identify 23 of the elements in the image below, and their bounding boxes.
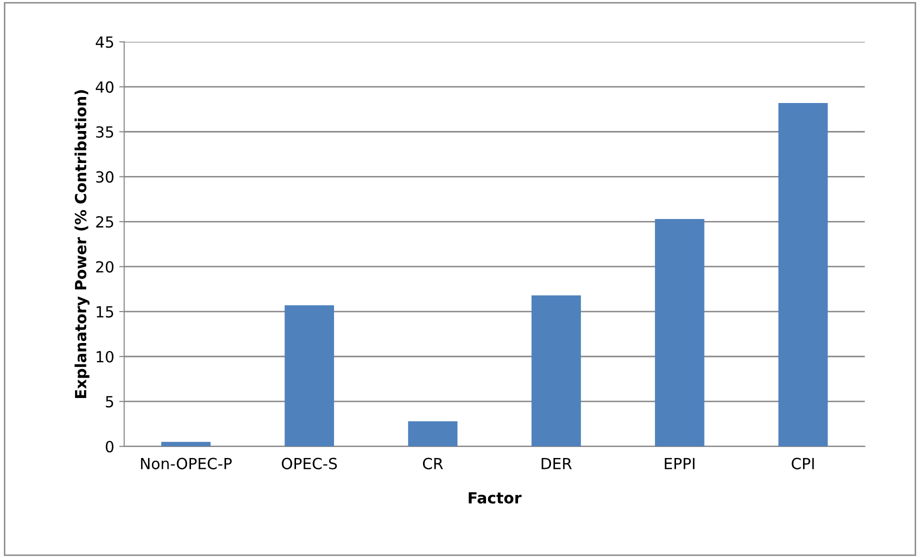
x-tick-label: CR (423, 458, 443, 470)
bar (284, 305, 334, 446)
bar (532, 295, 581, 446)
x-tick-label: CPI (792, 458, 814, 470)
y-tick-label: 45 (96, 36, 114, 48)
bar (408, 421, 458, 446)
bar (778, 102, 828, 446)
y-tick-label: 10 (96, 350, 114, 363)
y-axis-title: Explanatory Power (% Contribution) (74, 90, 90, 398)
y-tick-label: 30 (96, 171, 114, 183)
x-tick-label: EPPI (664, 458, 694, 470)
y-tick-label: 40 (96, 81, 114, 93)
y-tick-label: 0 (106, 440, 114, 452)
x-axis-title: Factor (468, 492, 522, 504)
y-tick-label: 15 (96, 306, 114, 318)
x-tick-label: OPEC-S (282, 458, 337, 470)
bar (654, 218, 704, 446)
y-tick-label: 5 (106, 396, 114, 408)
y-tick-label: 20 (96, 261, 114, 273)
x-tick-label: DER (542, 458, 572, 470)
y-tick-label: 35 (96, 126, 114, 138)
y-tick-label: 25 (96, 216, 114, 228)
x-tick-label: Non-OPEC-P (141, 458, 232, 470)
